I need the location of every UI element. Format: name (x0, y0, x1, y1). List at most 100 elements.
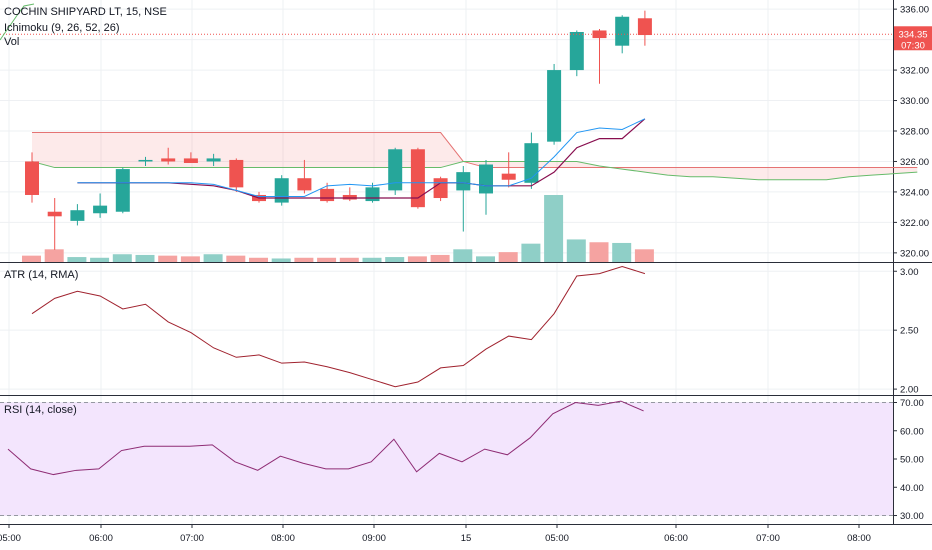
time-axis-label: 08:00 (271, 533, 295, 544)
volume-bar (453, 249, 473, 262)
volume-bar (158, 255, 178, 262)
candle-body (47, 211, 62, 217)
bar-countdown: 07:30 (901, 40, 925, 51)
candle-body (501, 173, 516, 180)
candle-body (569, 31, 584, 71)
price-axis-label: 332.00 (900, 66, 929, 77)
candle[interactable] (70, 204, 85, 226)
time-axis-label: 15 (461, 533, 472, 544)
candle[interactable] (161, 147, 176, 165)
candle-body (274, 178, 289, 203)
time-axis-label: 07:00 (756, 533, 780, 544)
candle-body (206, 158, 221, 162)
candle[interactable] (183, 152, 198, 163)
volume-bar (634, 249, 654, 262)
volume-bar (226, 255, 246, 262)
candle-body (115, 169, 130, 212)
candle-body (592, 30, 607, 39)
volume-bar (521, 243, 541, 262)
candle[interactable] (615, 15, 630, 54)
price-axis-label: 326.00 (900, 157, 929, 168)
rsi-axis-label: 30.00 (900, 511, 924, 522)
volume-bar (22, 255, 41, 262)
atr-axis-label: 2.00 (900, 385, 919, 396)
price-axis-label: 328.00 (900, 127, 929, 138)
candle[interactable] (524, 132, 539, 189)
rsi-axis-label: 50.00 (900, 455, 924, 466)
volume-bar (339, 257, 359, 262)
candle[interactable] (138, 156, 153, 167)
candle-body (456, 172, 471, 191)
symbol-legend[interactable]: COCHIN SHIPYARD LT, 15, NSE (4, 5, 167, 19)
candle-body (70, 210, 85, 221)
candle[interactable] (388, 147, 403, 195)
price-axis-label: 324.00 (900, 187, 929, 198)
candle[interactable] (274, 175, 289, 206)
candle[interactable] (592, 28, 607, 84)
ichimoku-label: Ichimoku (9, 26, 52, 26) (4, 22, 120, 34)
candle[interactable] (25, 152, 39, 203)
volume-bar (249, 257, 268, 262)
volume-bar (135, 254, 155, 262)
candle[interactable] (433, 176, 448, 202)
volume-bar (498, 252, 518, 262)
candle[interactable] (229, 158, 244, 192)
volume-bar (294, 257, 314, 262)
time-axis-label: 05:00 (0, 533, 21, 544)
candle-body (320, 188, 335, 202)
rsi-label: RSI (14, close) (4, 404, 77, 416)
candle[interactable] (501, 152, 516, 188)
candle[interactable] (297, 159, 312, 194)
rsi-axis-label: 60.00 (900, 426, 924, 437)
candle-body (410, 149, 425, 208)
candle[interactable] (410, 147, 425, 209)
last-price-value: 334.35 (898, 29, 927, 40)
candle[interactable] (206, 153, 221, 167)
volume-bar (544, 195, 564, 262)
atr-legend[interactable]: ATR (14, RMA) (4, 268, 78, 282)
rsi-axis-label: 70.00 (900, 398, 924, 409)
last-price-tag (894, 26, 932, 51)
ichimoku-chikou-line (0, 3, 35, 41)
rsi-band (0, 402, 893, 516)
volume-legend[interactable]: Vol (4, 35, 19, 49)
candle[interactable] (637, 10, 652, 46)
ichimoku-tenkan-line (77, 118, 646, 197)
time-axis-label: 05:00 (545, 533, 569, 544)
rsi-legend[interactable]: RSI (14, close) (4, 403, 77, 417)
candle-body (547, 70, 562, 142)
candle-body (365, 187, 380, 202)
candle[interactable] (547, 63, 562, 145)
volume-bar (67, 257, 87, 262)
volume-bar (430, 254, 450, 262)
candle[interactable] (569, 30, 584, 77)
volume-bar (90, 257, 110, 262)
ichimoku-legend[interactable]: Ichimoku (9, 26, 52, 26) (4, 21, 120, 35)
candle[interactable] (47, 198, 62, 250)
candle[interactable] (115, 167, 130, 214)
candle[interactable] (93, 193, 108, 218)
volume-bar (112, 254, 132, 262)
candle-body (138, 159, 153, 162)
price-axis-label: 322.00 (900, 218, 929, 229)
candle-body (25, 161, 39, 195)
candle-body (433, 178, 448, 199)
candle-body (637, 18, 652, 36)
candle-body (615, 16, 630, 46)
candle-body (524, 143, 539, 183)
candle[interactable] (456, 166, 471, 232)
time-axis-label: 09:00 (362, 533, 386, 544)
volume-bar (271, 258, 291, 262)
candle-body (388, 149, 403, 191)
price-axis-label: 330.00 (900, 96, 929, 107)
time-axis-label: 06:00 (664, 533, 688, 544)
time-axis-label: 07:00 (180, 533, 204, 544)
candle[interactable] (342, 187, 357, 202)
rsi-line (7, 400, 644, 476)
candle-body (479, 164, 493, 194)
volume-label: Vol (4, 36, 20, 48)
candle-body (183, 158, 198, 163)
volume-bar (362, 257, 382, 262)
atr-axis-label: 3.00 (900, 267, 919, 278)
